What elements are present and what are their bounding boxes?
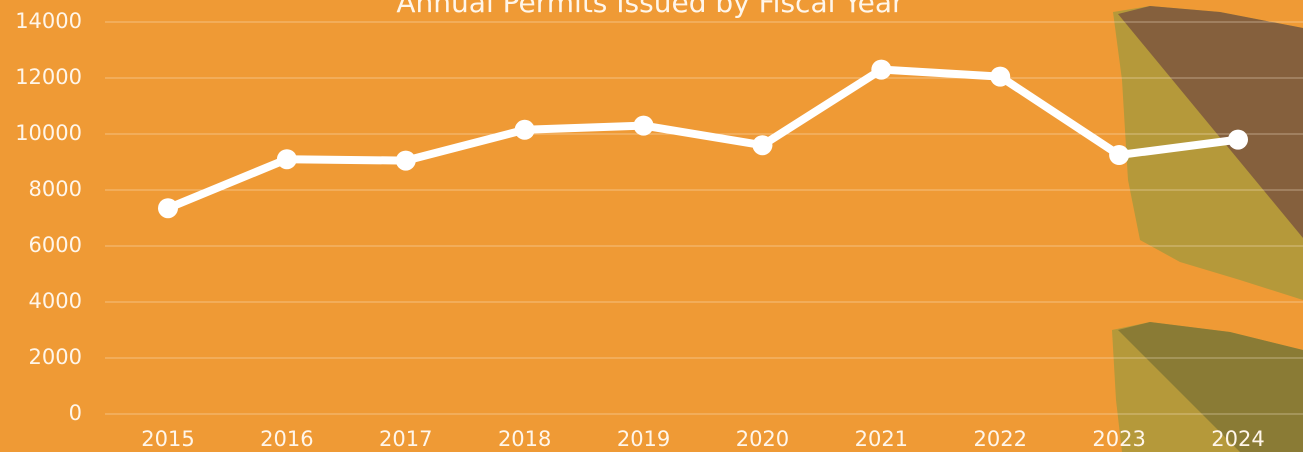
x-tick-label: 2021	[855, 427, 908, 451]
background	[0, 0, 1303, 452]
y-tick-label: 0	[69, 401, 82, 425]
point	[515, 120, 535, 140]
x-tick-label: 2020	[736, 427, 789, 451]
x-tick-label: 2017	[379, 427, 432, 451]
decoration	[1112, 6, 1303, 452]
x-tick-label: 2019	[617, 427, 670, 451]
point	[990, 67, 1010, 87]
y-tick-label: 14000	[15, 9, 82, 33]
x-tick-label: 2024	[1211, 427, 1264, 451]
y-tick-label: 10000	[15, 121, 82, 145]
point	[871, 60, 891, 80]
point	[1109, 145, 1129, 165]
x-tick-label: 2016	[260, 427, 313, 451]
x-tick-label: 2023	[1092, 427, 1145, 451]
y-tick-label: 6000	[29, 233, 82, 257]
chart-title: Annual Permits Issued by Fiscal Year	[396, 0, 904, 19]
point	[277, 149, 297, 169]
point	[634, 116, 654, 136]
y-tick-label: 8000	[29, 177, 82, 201]
y-tick-label: 12000	[15, 65, 82, 89]
point	[396, 151, 416, 171]
point	[158, 198, 178, 218]
point	[752, 135, 772, 155]
x-tick-label: 2018	[498, 427, 551, 451]
y-tick-label: 2000	[29, 345, 82, 369]
chart: Annual Permits Issued by Fiscal Year 0 20…	[0, 0, 1303, 452]
x-tick-label: 2022	[973, 427, 1026, 451]
point	[1228, 130, 1248, 150]
y-tick-label: 4000	[29, 289, 82, 313]
x-tick-label: 2015	[141, 427, 194, 451]
